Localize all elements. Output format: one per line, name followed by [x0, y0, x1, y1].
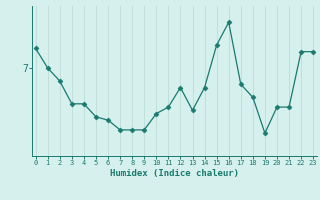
- X-axis label: Humidex (Indice chaleur): Humidex (Indice chaleur): [110, 169, 239, 178]
